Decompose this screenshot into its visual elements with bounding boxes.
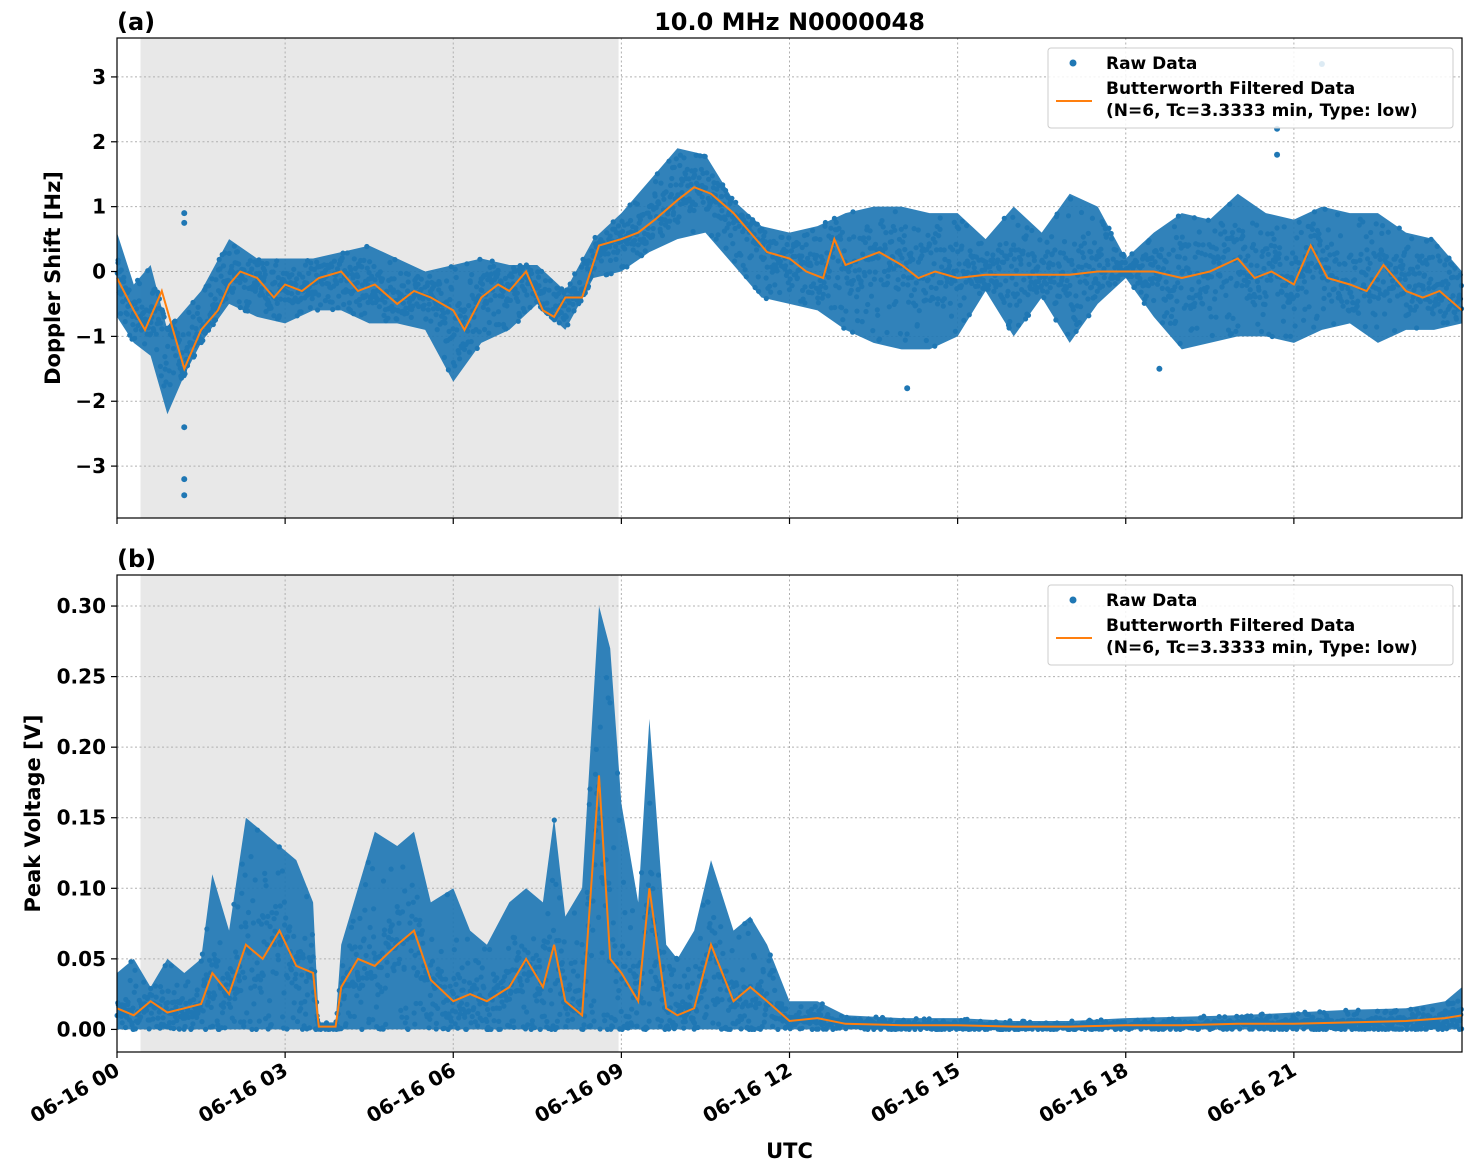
y-tick-label: −2 bbox=[75, 389, 106, 413]
raw-data-markers bbox=[114, 152, 1465, 389]
y-tick-label: 2 bbox=[92, 130, 106, 154]
raw-data-point bbox=[1274, 151, 1281, 158]
x-tick-label: 06-16 21 bbox=[1203, 1058, 1301, 1128]
y-tick-label: 0.30 bbox=[57, 594, 106, 618]
x-tick-label: 06-16 00 bbox=[26, 1058, 124, 1128]
y-tick-label: −1 bbox=[75, 324, 106, 348]
raw-data-point bbox=[904, 385, 911, 392]
panel-b: 0.000.050.100.150.200.250.30 06-16 00 06-… bbox=[21, 545, 1465, 1163]
filtered-line-b bbox=[116, 775, 1463, 1028]
y-tick-label: 0.10 bbox=[57, 876, 106, 900]
y-tick-label: 0.25 bbox=[57, 665, 106, 689]
raw-data-points-b bbox=[114, 606, 1465, 1033]
x-axis-label: UTC bbox=[766, 1139, 813, 1163]
raw-data-point bbox=[181, 210, 188, 217]
legend-filtered-params-a: (N=6, Tc=3.3333 min, Type: low) bbox=[1106, 101, 1418, 121]
y-tick-label: −3 bbox=[75, 454, 106, 478]
y-ticks-b: 0.00 0.05 0.10 0.15 0.20 0.25 0.30 bbox=[57, 594, 117, 1041]
filtered-line-a bbox=[116, 186, 1463, 372]
y-tick-label: 3 bbox=[92, 65, 106, 89]
legend-a: Raw Data Butterworth Filtered Data (N=6,… bbox=[1047, 47, 1454, 129]
raw-data-point bbox=[1156, 365, 1163, 372]
y-tick-label: 0 bbox=[92, 260, 106, 284]
x-tick-label: 06-16 18 bbox=[1035, 1058, 1133, 1128]
raw-data-point bbox=[181, 424, 188, 431]
legend-raw-label-a: Raw Data bbox=[1106, 54, 1197, 74]
legend-filtered-label-b: Butterworth Filtered Data bbox=[1106, 616, 1355, 636]
chart-title: 10.0 MHz N0000048 bbox=[654, 8, 925, 36]
legend-b: Raw Data Butterworth Filtered Data (N=6,… bbox=[1047, 584, 1454, 666]
x-tick-label: 06-16 06 bbox=[362, 1058, 460, 1128]
y-axis-label-a: Doppler Shift [Hz] bbox=[41, 171, 65, 385]
x-tick-label: 06-16 12 bbox=[698, 1058, 796, 1128]
panel-a: −3 −2 −1 0 1 2 3 Doppler Shift [Hz] (a) 10.0 M… bbox=[41, 8, 1465, 524]
legend-raw-label-b: Raw Data bbox=[1106, 591, 1197, 611]
legend-raw-marker-b bbox=[1069, 596, 1077, 604]
legend-filtered-label-a: Butterworth Filtered Data bbox=[1106, 79, 1355, 99]
y-tick-label: 0.20 bbox=[57, 735, 106, 759]
y-ticks-a: −3 −2 −1 0 1 2 3 bbox=[75, 65, 117, 478]
legend-box-a bbox=[1047, 47, 1454, 129]
raw-data-point bbox=[181, 492, 188, 499]
raw-data-point bbox=[181, 476, 188, 483]
x-ticks-b: 06-16 00 06-16 03 06-16 06 06-16 09 06-16 12… bbox=[26, 1052, 1300, 1128]
legend-box-b bbox=[1047, 584, 1454, 666]
legend-filtered-params-b: (N=6, Tc=3.3333 min, Type: low) bbox=[1106, 638, 1418, 658]
x-ticks-a bbox=[116, 518, 1295, 524]
panel-label-a: (a) bbox=[117, 8, 155, 36]
y-tick-label: 0.00 bbox=[57, 1017, 106, 1041]
x-tick-label: 06-16 15 bbox=[867, 1058, 965, 1128]
y-axis-label-b: Peak Voltage [V] bbox=[21, 714, 45, 912]
x-tick-label: 06-16 03 bbox=[194, 1058, 292, 1128]
legend-raw-marker-a bbox=[1069, 59, 1077, 67]
y-tick-label: 0.05 bbox=[57, 947, 106, 971]
raw-data-band bbox=[117, 606, 1462, 1030]
x-tick-label: 06-16 09 bbox=[530, 1058, 628, 1128]
panel-label-b: (b) bbox=[117, 545, 156, 573]
y-tick-label: 0.15 bbox=[57, 806, 106, 830]
grid-b bbox=[116, 575, 1462, 1052]
y-tick-label: 1 bbox=[92, 195, 106, 219]
raw-data-point bbox=[181, 219, 188, 226]
